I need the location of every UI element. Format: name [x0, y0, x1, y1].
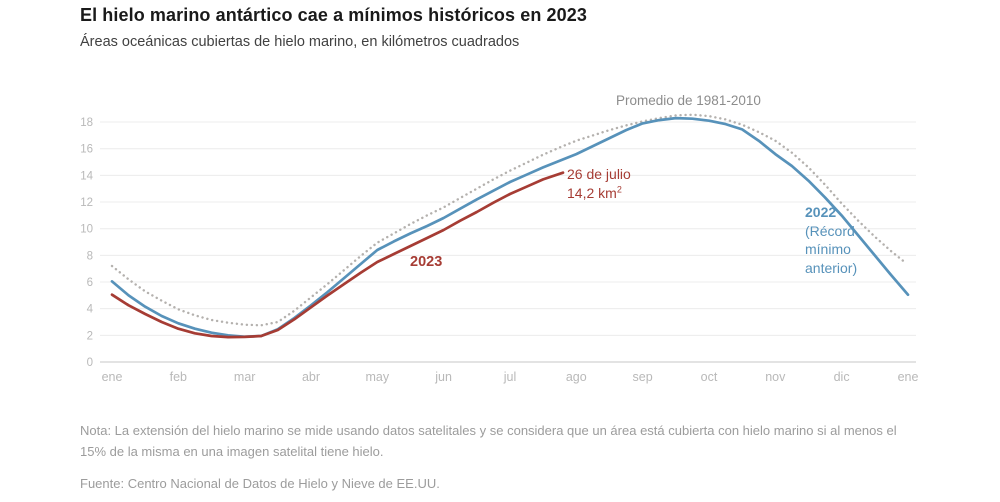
y-tick-label: 6 [87, 277, 93, 289]
series-y2023 [110, 171, 565, 339]
y-tick-label: 8 [87, 250, 93, 262]
x-tick-label: may [365, 370, 389, 384]
series-promedio [110, 113, 906, 327]
x-tick-label: sep [633, 370, 653, 384]
x-tick-label: dic [834, 370, 850, 384]
x-tick-label: oct [701, 370, 718, 384]
y-tick-label: 12 [80, 197, 93, 209]
chart-source: Fuente: Centro Nacional de Datos de Hiel… [80, 476, 440, 491]
y-tick-label: 16 [80, 144, 93, 156]
y-tick-label: 10 [80, 224, 93, 236]
x-tick-label: jun [434, 370, 452, 384]
page-subtitle: Áreas oceánicas cubiertas de hielo marin… [80, 34, 520, 50]
y-tick-label: 4 [87, 304, 94, 316]
series-y2022 [110, 116, 910, 339]
x-tick-label: ago [566, 370, 587, 384]
chart-note: Nota: La extensión del hielo marino se m… [80, 423, 897, 459]
x-tick-label: ene [102, 370, 123, 384]
y-tick-label: 0 [87, 357, 93, 369]
x-tick-label: nov [765, 370, 786, 384]
y-tick-label: 2 [87, 330, 93, 342]
page-title: El hielo marino antártico cae a mínimos … [80, 5, 587, 25]
x-tick-label: jul [503, 370, 517, 384]
x-tick-label: abr [302, 370, 320, 384]
x-tick-label: ene [898, 370, 919, 384]
x-tick-label: mar [234, 370, 256, 384]
x-tick-label: feb [170, 370, 187, 384]
y-tick-label: 18 [80, 117, 93, 129]
y-tick-label: 14 [80, 170, 93, 182]
